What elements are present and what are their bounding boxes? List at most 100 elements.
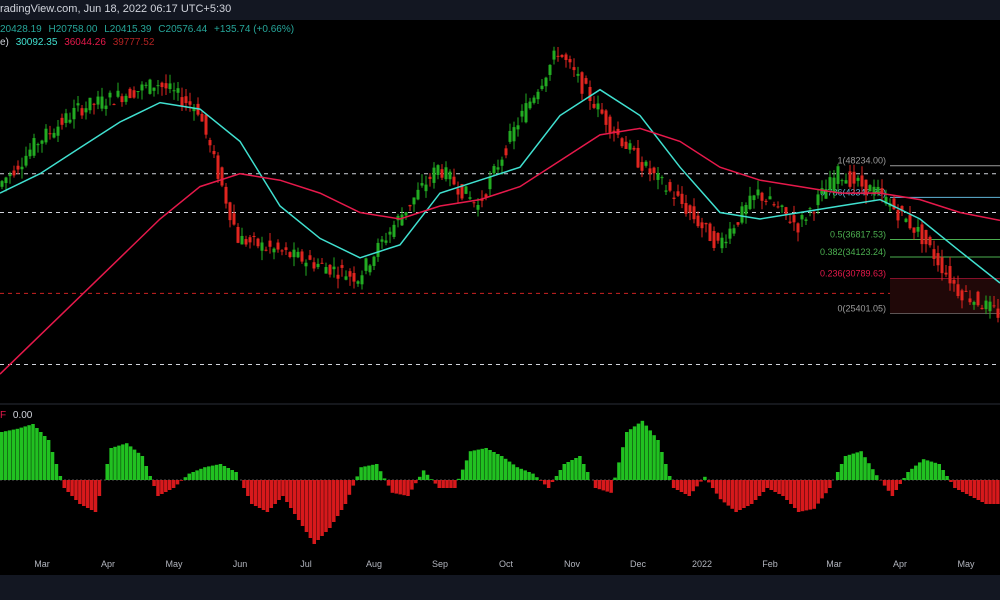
oscillator-bar — [335, 480, 340, 516]
candle-body — [180, 97, 184, 106]
oscillator-bar — [300, 480, 305, 526]
candle-body — [360, 275, 364, 285]
oscillator-bar — [82, 480, 86, 506]
candle-body — [344, 276, 348, 280]
candle-body — [412, 197, 416, 205]
oscillator-bar — [66, 480, 70, 492]
oscillator-bar — [511, 464, 516, 480]
oscillator-bar — [449, 480, 453, 488]
oscillator-bar — [597, 480, 602, 490]
oscillator-bar — [273, 480, 277, 504]
candle-body — [332, 266, 336, 270]
oscillator-bar — [734, 480, 738, 512]
candle-body — [708, 223, 712, 241]
candle-body — [160, 82, 164, 88]
candle-body — [452, 176, 456, 185]
chart-footer-bar — [0, 575, 1000, 600]
candle-body — [712, 231, 716, 248]
candle-body — [556, 55, 560, 57]
oscillator-bar — [226, 468, 231, 480]
oscillator-bar — [886, 480, 891, 491]
candle-body — [784, 207, 788, 215]
oscillator-bar — [445, 480, 449, 488]
oscillator-bar — [605, 480, 609, 492]
oscillator-bar — [199, 468, 203, 480]
oscillator-bar — [957, 480, 961, 490]
oscillator-bar — [371, 464, 375, 480]
x-tick-label: Feb — [762, 559, 778, 569]
oscillator-bar — [835, 472, 840, 480]
candle-body — [808, 208, 812, 210]
x-tick-label: 2022 — [692, 559, 712, 569]
oscillator-bar — [789, 480, 793, 504]
candle-body — [512, 127, 516, 142]
oscillator-bar — [15, 428, 20, 480]
candle-body — [772, 204, 776, 206]
oscillator-bar — [195, 470, 199, 480]
oscillator-bar — [476, 449, 481, 480]
oscillator-bar — [937, 464, 942, 480]
oscillator-bar — [781, 480, 785, 496]
oscillator-bar — [695, 480, 699, 487]
candle-body — [508, 130, 512, 142]
candle-body — [324, 267, 328, 274]
oscillator-bar — [710, 480, 715, 488]
candle-body — [876, 186, 880, 194]
candle-body — [980, 307, 984, 310]
oscillator-bar — [527, 472, 531, 480]
candle-body — [792, 215, 796, 223]
candle-body — [12, 170, 16, 176]
candle-body — [284, 247, 288, 250]
oscillator-bar — [437, 480, 442, 488]
oscillator-bar — [933, 462, 938, 480]
oscillator-bar — [289, 480, 293, 508]
ma-fast-value: 30092.35 — [15, 37, 58, 48]
oscillator-bar — [265, 480, 270, 512]
candle-body — [120, 96, 124, 103]
candle-body — [248, 237, 252, 243]
oscillator-bar — [144, 466, 149, 480]
candle-body — [4, 177, 8, 184]
oscillator-bar — [953, 480, 957, 488]
candle-body — [144, 84, 148, 86]
candle-body — [584, 78, 588, 84]
candle-body — [612, 130, 616, 133]
oscillator-bar — [472, 450, 477, 480]
oscillator-bar — [324, 480, 328, 532]
candle-body — [296, 251, 300, 258]
oscillator-bar — [804, 480, 809, 511]
candle-body — [892, 198, 896, 210]
oscillator-bar — [921, 459, 926, 480]
oscillator-bar — [343, 480, 348, 504]
candle-body — [516, 125, 520, 130]
candle-body — [252, 235, 256, 237]
x-tick-label: Sep — [432, 559, 448, 569]
candle-body — [300, 251, 304, 262]
candle-body — [204, 114, 208, 135]
candle-body — [972, 301, 976, 305]
oscillator-bar — [554, 476, 559, 480]
candle-body — [128, 88, 132, 99]
oscillator-bar — [914, 465, 918, 480]
candle-body — [40, 140, 44, 144]
oscillator-bar — [722, 480, 727, 503]
oscillator-bar — [964, 480, 969, 494]
candle-body — [608, 116, 612, 133]
oscillator-bar — [117, 445, 121, 480]
candle-body — [936, 253, 940, 266]
candle-body — [256, 238, 260, 247]
candle-body — [664, 190, 668, 192]
candle-body — [304, 262, 308, 267]
oscillator-bar — [31, 424, 35, 480]
oscillator-bar — [707, 480, 711, 483]
candle-body — [80, 108, 84, 116]
candle-body — [912, 227, 916, 233]
candle-body — [416, 189, 420, 200]
oscillator-bar — [105, 464, 109, 480]
candle-body — [228, 202, 232, 221]
candle-body — [700, 222, 704, 229]
candle-body — [920, 224, 924, 245]
candle-body — [656, 173, 660, 180]
x-tick-label: May — [957, 559, 975, 569]
